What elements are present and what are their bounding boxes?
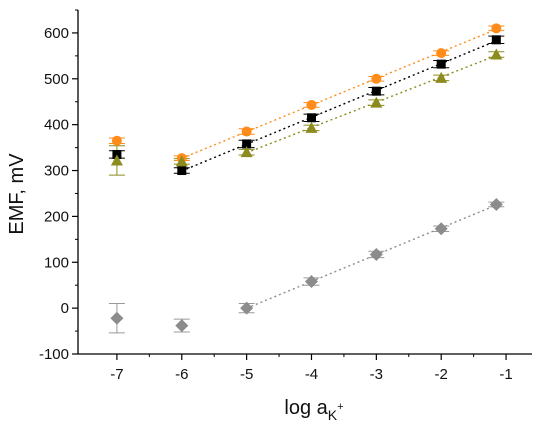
data-point-series-3-1 [175, 319, 189, 333]
x-axis-title-superscript: + [337, 401, 343, 413]
data-point-series-0-6 [491, 23, 502, 34]
y-axis-title: EMF, mV [6, 153, 28, 235]
data-point-series-1-2 [242, 139, 252, 149]
data-point-series-0-3 [306, 99, 317, 110]
fit-line-series-1 [181, 40, 497, 172]
data-point-series-2-6 [490, 48, 503, 60]
x-axis-title: log aK+ [284, 397, 343, 423]
y-tick-label: 500 [44, 71, 69, 88]
data-point-series-2-4 [370, 96, 383, 108]
data-point-series-1-1 [177, 166, 187, 176]
data-point-series-3-3 [304, 275, 318, 289]
y-tick-label: 0 [61, 300, 69, 317]
x-tick-label: -7 [110, 366, 123, 383]
data-point-series-2-5 [435, 71, 448, 83]
data-point-series-0-4 [371, 73, 382, 84]
data-point-series-1-6 [491, 35, 501, 45]
x-tick-label: -5 [240, 366, 253, 383]
y-tick-label: 200 [44, 208, 69, 225]
data-point-series-2-1 [175, 155, 188, 167]
x-tick-label: -2 [435, 366, 448, 383]
data-point-series-1-3 [306, 113, 316, 123]
data-point-series-3-4 [369, 247, 383, 261]
x-tick-label: -3 [370, 366, 383, 383]
x-axis-title-subscript: K [328, 407, 338, 423]
data-point-series-3-5 [434, 222, 448, 236]
x-tick-label: -1 [499, 366, 512, 383]
fit-line-series-3 [246, 204, 497, 309]
y-tick-label: 400 [44, 117, 69, 134]
labels-layer: -100 0 100 200 300 400 500 600 -7 -6 -5 -4 -3 -2 -1 [39, 25, 513, 383]
data-point-series-2-3 [305, 121, 318, 133]
x-tick-label: -6 [175, 366, 188, 383]
markers-layer [110, 23, 503, 333]
fit-line-series-0 [181, 28, 497, 159]
y-tick-label: 600 [44, 25, 69, 42]
data-point-series-3-6 [489, 197, 503, 211]
y-tick-label: 100 [44, 254, 69, 271]
error-bars-layer [108, 25, 505, 334]
data-point-series-1-5 [436, 59, 446, 69]
y-tick-label: 300 [44, 163, 69, 180]
data-point-series-2-2 [240, 146, 253, 158]
data-point-series-3-0 [110, 311, 124, 325]
fit-line-series-2 [246, 54, 497, 154]
data-point-series-0-2 [241, 126, 252, 137]
data-point-series-0-5 [436, 48, 447, 59]
fit-lines-layer [181, 28, 497, 309]
x-tick-label: -4 [305, 366, 318, 383]
data-point-series-3-2 [240, 301, 254, 315]
y-tick-label: -100 [39, 346, 69, 363]
data-point-series-2-0 [110, 154, 123, 166]
axes-layer [72, 9, 532, 360]
x-axis-title-main: log a [284, 397, 328, 419]
data-point-series-0-0 [111, 135, 122, 146]
data-point-series-1-4 [371, 86, 381, 96]
